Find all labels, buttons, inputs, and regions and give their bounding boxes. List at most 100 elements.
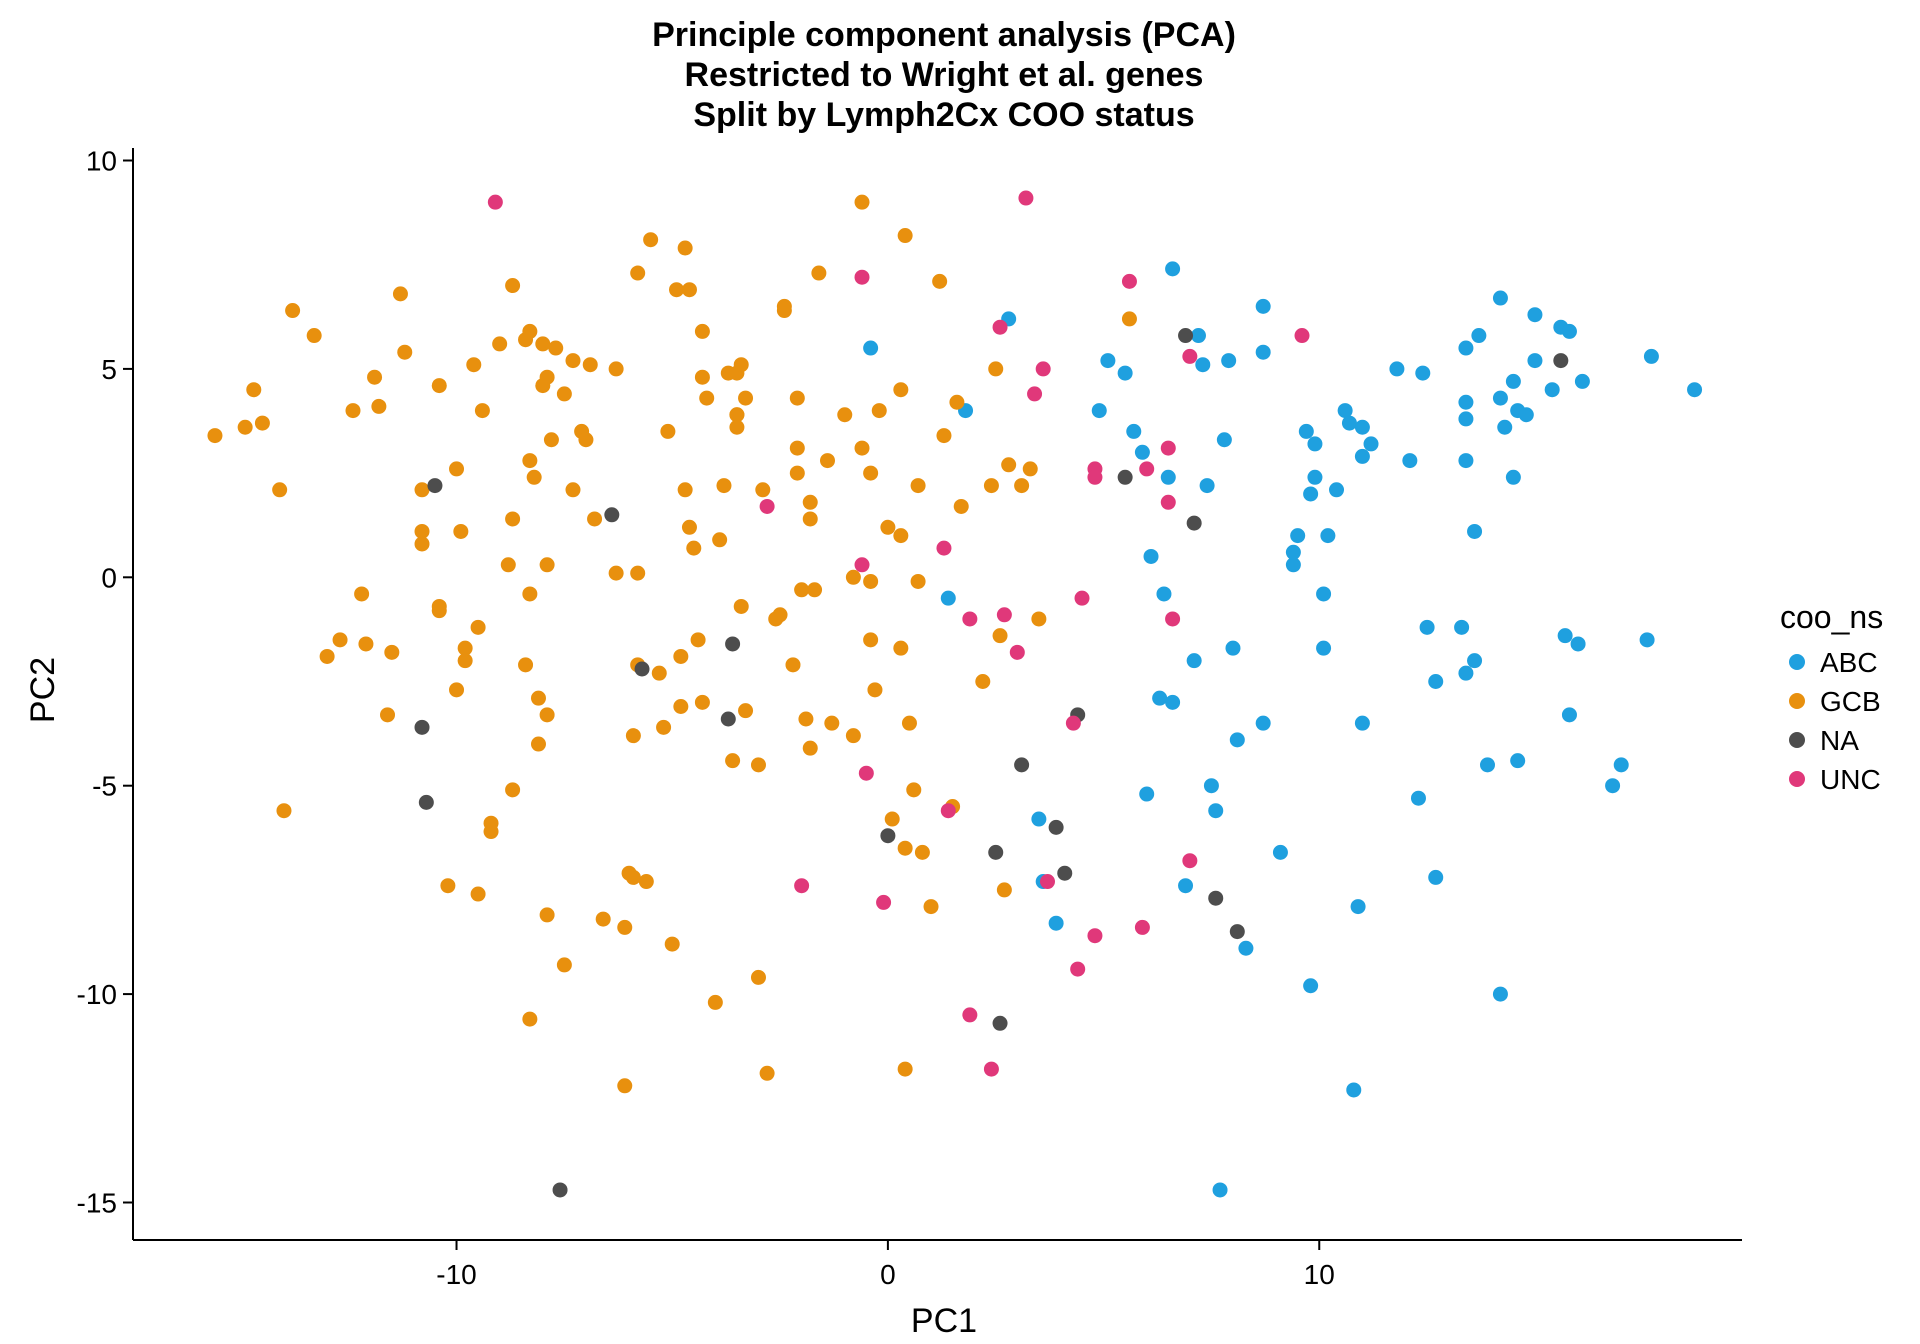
legend-label: NA: [1820, 725, 1859, 756]
data-point-gcb: [539, 707, 555, 723]
data-point-gcb: [820, 453, 836, 469]
data-point-abc: [1190, 328, 1206, 344]
legend-title: coo_ns: [1780, 599, 1883, 635]
data-point-gcb: [897, 228, 913, 244]
data-point-gcb: [699, 390, 715, 406]
data-point-abc: [1165, 261, 1181, 277]
data-point-gcb: [854, 194, 870, 210]
y-tick-label: -15: [77, 1187, 117, 1218]
data-point-na: [427, 478, 443, 494]
data-point-gcb: [733, 598, 749, 614]
data-point-gcb: [625, 869, 641, 885]
data-point-gcb: [932, 273, 948, 289]
data-point-na: [1553, 353, 1569, 369]
data-point-gcb: [811, 265, 827, 281]
data-point-gcb: [319, 648, 335, 664]
data-point-na: [1178, 328, 1194, 344]
legend-key: [1789, 693, 1805, 709]
data-point-gcb: [1014, 478, 1030, 494]
data-point-gcb: [522, 1011, 538, 1027]
data-point-gcb: [807, 582, 823, 598]
x-axis-ticks: -10 0 10: [436, 1240, 1335, 1290]
data-point-gcb: [565, 353, 581, 369]
data-point-abc: [1605, 778, 1621, 794]
data-point-abc: [1221, 353, 1237, 369]
data-point-gcb: [630, 565, 646, 581]
data-point-abc: [1354, 419, 1370, 435]
data-point-gcb: [845, 728, 861, 744]
data-point-gcb: [759, 1065, 775, 1081]
data-point-abc: [1561, 707, 1577, 723]
y-axis-title: PC2: [24, 657, 62, 723]
data-point-gcb: [686, 540, 702, 556]
data-point-abc: [1216, 432, 1232, 448]
data-point-gcb: [949, 394, 965, 410]
data-point-gcb: [543, 432, 559, 448]
data-point-gcb: [556, 957, 572, 973]
data-point-gcb: [254, 415, 270, 431]
data-point-abc: [1527, 353, 1543, 369]
legend-item-na: NA: [1789, 725, 1859, 756]
data-point-gcb: [910, 478, 926, 494]
data-point-gcb: [901, 715, 917, 731]
data-point-gcb: [725, 753, 741, 769]
data-point-abc: [1363, 436, 1379, 452]
data-point-gcb: [837, 407, 853, 423]
data-point-abc: [1255, 344, 1271, 360]
data-point-gcb: [673, 648, 689, 664]
data-point-na: [1014, 757, 1030, 773]
data-point-gcb: [712, 532, 728, 548]
data-point-gcb: [707, 994, 723, 1010]
data-point-abc: [1212, 1182, 1228, 1198]
data-point-abc: [1186, 653, 1202, 669]
x-tick-label: -10: [436, 1259, 476, 1290]
data-point-gcb: [354, 586, 370, 602]
data-point-gcb: [522, 586, 538, 602]
data-point-gcb: [595, 911, 611, 927]
data-point-gcb: [345, 403, 361, 419]
data-point-abc: [1428, 869, 1444, 885]
data-point-gcb: [466, 357, 482, 373]
data-point-abc: [1091, 403, 1107, 419]
legend-items: ABC GCB NA UNC: [1789, 647, 1881, 795]
data-point-abc: [1307, 436, 1323, 452]
data-point-na: [552, 1182, 568, 1198]
data-point-gcb: [1121, 311, 1137, 327]
data-point-abc: [1208, 803, 1224, 819]
data-point-gcb: [789, 390, 805, 406]
data-point-gcb: [556, 386, 572, 402]
data-point-na: [1057, 865, 1073, 881]
data-point-gcb: [643, 232, 659, 248]
data-point-gcb: [380, 707, 396, 723]
data-point-unc: [1039, 874, 1055, 890]
data-point-abc: [1134, 444, 1150, 460]
data-point-gcb: [530, 690, 546, 706]
data-point-gcb: [893, 640, 909, 656]
legend-label: UNC: [1820, 764, 1881, 795]
data-point-gcb: [617, 919, 633, 935]
data-point-gcb: [716, 478, 732, 494]
data-point-gcb: [854, 440, 870, 456]
data-point-gcb: [694, 694, 710, 710]
data-point-na: [720, 711, 736, 727]
data-point-abc: [1307, 469, 1323, 485]
data-point-gcb: [522, 323, 538, 339]
data-point-gcb: [367, 369, 383, 385]
data-point-unc: [1070, 961, 1086, 977]
data-point-gcb: [587, 511, 603, 527]
data-point-unc: [992, 319, 1008, 335]
data-point-na: [725, 636, 741, 652]
data-point-gcb: [785, 657, 801, 673]
data-point-na: [1048, 819, 1064, 835]
data-point-abc: [1454, 619, 1470, 635]
data-point-gcb: [664, 936, 680, 952]
data-point-unc: [876, 894, 892, 910]
data-point-gcb: [884, 811, 900, 827]
data-point-abc: [863, 340, 879, 356]
data-point-gcb: [681, 282, 697, 298]
data-point-abc: [1156, 586, 1172, 602]
data-point-gcb: [802, 511, 818, 527]
data-point-gcb: [414, 536, 430, 552]
data-point-unc: [1182, 853, 1198, 869]
